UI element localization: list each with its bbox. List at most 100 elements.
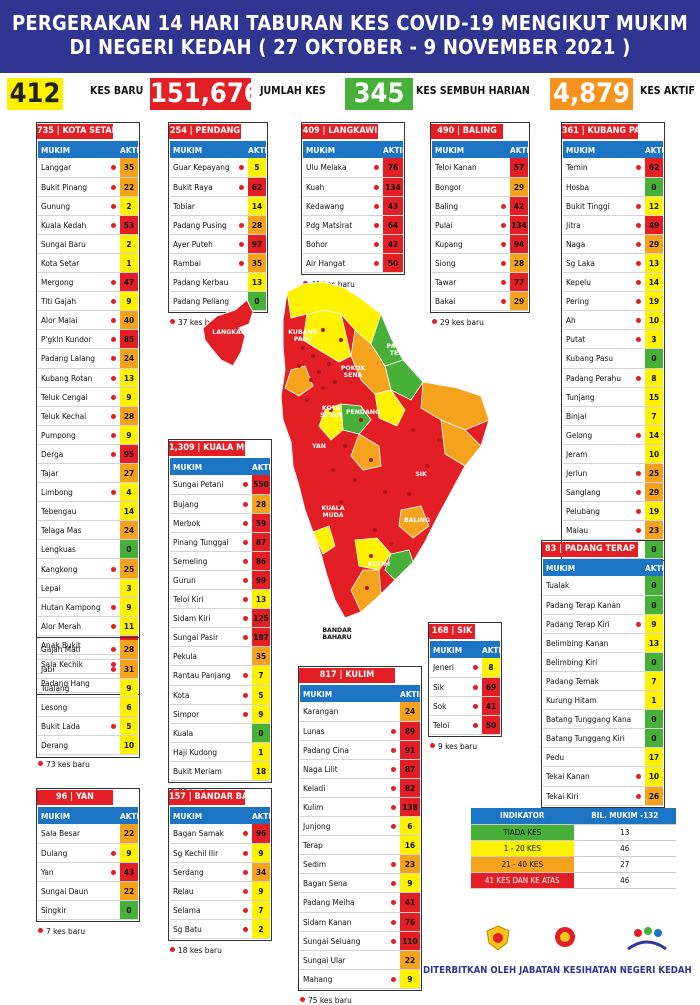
table-row: Karangan 24	[300, 702, 420, 722]
new-case-dot	[472, 665, 478, 671]
active-cases: 76	[400, 912, 420, 932]
active-cases: 43	[383, 196, 403, 216]
new-case-dot	[373, 261, 379, 267]
table-row: Belimbing Kiri 0	[543, 652, 663, 672]
mukim-name: Malau	[563, 520, 631, 541]
mukim-name: Gurun	[170, 570, 238, 591]
mukim-name: Sanglang	[563, 482, 631, 503]
district-title-kulim: 817 | KULIM	[299, 668, 395, 683]
new-case-dot	[635, 471, 641, 477]
active-cases: 34	[252, 862, 270, 882]
new-case-dot	[635, 203, 641, 209]
mukim-name: Padang Terap Kiri	[543, 614, 631, 634]
table-row: Teloi 50	[430, 715, 500, 735]
legend-count: 46	[573, 872, 676, 889]
col-aktif-header: AKTIF	[120, 807, 138, 824]
active-cases: 19	[645, 291, 663, 312]
active-cases: 94	[510, 234, 528, 254]
mukim-name: Gelong	[563, 425, 631, 445]
active-cases: 15	[645, 387, 663, 407]
table-row: Gajah Mati 28	[38, 640, 138, 660]
new-cases-note-baling: 29 kes baru	[432, 317, 484, 327]
case-marker-cell	[631, 671, 645, 692]
table-row: Alor Merah 11	[38, 616, 138, 636]
table-row: Binjal 7	[563, 406, 663, 426]
case-marker-cell	[238, 761, 252, 782]
active-cases: 13	[645, 253, 663, 274]
active-cases: 187	[252, 627, 270, 648]
table-row: Bukit Lada 5	[38, 716, 138, 736]
mukim-name: Bukit Tinggi	[563, 196, 631, 216]
active-cases: 134	[383, 177, 403, 197]
col-spacer	[468, 641, 482, 658]
mukim-name: Bongor	[432, 177, 496, 197]
legend-col-bil-mukim: BIL. MUKIM -132	[573, 808, 676, 825]
case-marker-cell	[106, 406, 120, 426]
table-row: Tualang 9	[38, 678, 138, 698]
map-label-11: BANDAR BAHARU	[322, 627, 352, 641]
active-cases: 9	[400, 969, 420, 989]
mukim-name: Bohor	[303, 234, 369, 254]
table-row: Sungai Daun 22	[38, 881, 138, 901]
table-row: Keladi 82	[300, 778, 420, 798]
mukim-name: Padang Lalang	[38, 348, 106, 369]
table-header-row: MUKIM AKTIF	[543, 559, 663, 576]
new-case-dot	[242, 907, 248, 913]
new-case-dot	[390, 747, 396, 753]
new-case-dot	[635, 432, 641, 438]
case-marker-cell	[496, 291, 510, 312]
mukim-name: Hutan Kampong	[38, 597, 106, 617]
table-row: Padang Cina 91	[300, 740, 420, 760]
case-marker-cell	[238, 685, 252, 705]
district-table-padang_terap: MUKIMAKTIFTualak0Padang Terap Kanan0Pada…	[543, 559, 663, 806]
active-cases: 22	[120, 824, 138, 844]
table-row: Ah 10	[563, 310, 663, 331]
active-cases: 9	[252, 881, 270, 901]
table-row: Bukit Tinggi 12	[563, 196, 663, 216]
new-case-dot	[238, 261, 244, 267]
table-row: Teloi Kanan 57	[432, 158, 528, 178]
new-case-dot	[242, 635, 248, 641]
new-cases-text: 75 kes baru	[308, 994, 352, 1005]
mukim-name: Batang Tunggang Kiri	[543, 728, 631, 749]
mukim-name: Teloi	[430, 715, 468, 735]
table-row: Tunjang 15	[563, 387, 663, 407]
table-row: Kota 5	[170, 685, 270, 705]
case-marker-cell	[234, 215, 248, 235]
active-cases: 29	[645, 482, 663, 503]
new-case-dot	[390, 805, 396, 811]
stat-value-0: 412	[7, 78, 63, 110]
table-row: Padang Terap Kanan 0	[543, 595, 663, 615]
active-cases: 7	[252, 665, 270, 686]
legend-indicator: TIADA KES	[471, 824, 574, 841]
new-case-dot	[242, 520, 248, 526]
mukim-name: Kubang Pasu	[563, 348, 631, 369]
new-cases-text: 18 kes baru	[178, 945, 222, 956]
district-table-kuala_muda: MUKIMAKTIFSungai Petani550Bujang28Merbok…	[170, 458, 270, 782]
active-cases: 0	[645, 348, 663, 369]
mukim-name: Teluk Cengai	[38, 387, 106, 407]
col-spacer	[496, 141, 510, 158]
table-row: Telaga Mas 24	[38, 520, 138, 541]
mukim-name: Kurung Hitam	[543, 690, 631, 711]
new-case-dot	[170, 947, 175, 953]
active-cases: 22	[120, 177, 138, 197]
jkn-crest-logo	[468, 925, 528, 953]
active-cases: 25	[120, 558, 138, 579]
new-case-dot	[500, 261, 506, 267]
case-marker-cell	[106, 578, 120, 598]
district-title-langkawi: 409 | LANGKAWI	[302, 124, 378, 139]
table-header-row: MUKIM AKTIF	[303, 141, 403, 158]
case-marker-cell	[369, 253, 383, 274]
active-cases: 14	[645, 272, 663, 293]
mukim-name: Bukit Lada	[38, 716, 106, 736]
mukim-name: Pinang Tunggal	[170, 532, 238, 552]
case-marker-cell	[386, 721, 400, 741]
new-case-dot	[110, 723, 116, 729]
new-case-dot	[635, 509, 641, 515]
table-header-row: MUKIM AKTIF	[563, 141, 663, 158]
table-row: Kupang 94	[432, 234, 528, 254]
table-row: Batang Tunggang Kanan 0	[543, 709, 663, 730]
map-label-0: LANGKAWI	[212, 329, 249, 336]
